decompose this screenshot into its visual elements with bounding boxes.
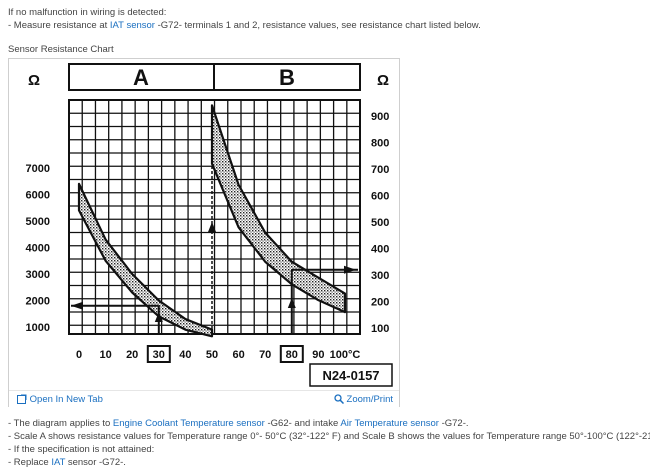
scale-b-y-tick-label: 300 [371,270,389,282]
note-applies: - The diagram applies to Engine Coolant … [8,418,469,429]
iat-link[interactable]: IAT [51,457,66,468]
scale-a-x-tick-label: 10 [99,349,111,361]
resistance-chart: A BΩ Ω700060005000400030002000100090080070… [26,63,393,387]
note-replace-prefix: - Replace [8,457,52,468]
scale-a-x-tick-label: 20 [126,349,138,361]
scale-b-highlight-box [279,345,304,363]
scale-a-y-tick-label: 7000 [26,163,50,175]
scale-b-y-tick-label: 400 [371,244,389,256]
figure-panel: A B Ω Ω 7000 6000 5000 4000 3000 2000 1000 900 800 70… [8,58,400,407]
note-if-not: - If the specification is not attained: [8,444,155,455]
figure-toolbar: Open In New Tab Zoom/Print [9,390,399,407]
scale-b-x-tick-label: 70 [259,349,271,361]
scale-b-x-tick-label: 80 [286,349,298,361]
open-new-tab-icon [17,394,27,405]
intro-step-prefix: - Measure resistance at [8,20,110,31]
zoom-print-button[interactable]: Zoom/Print [334,394,393,405]
transition-arrowhead [208,222,216,232]
scale-a-highlight-box [146,345,171,363]
scale-b-arrowhead-right [344,265,356,274]
scale-a-header-box [68,63,215,91]
note-applies-mid: -G62- and intake [264,418,341,429]
scale-a-x-tick-label: 40 [179,349,191,361]
iat-sensor-link[interactable]: IAT sensor [109,20,155,31]
scale-b-unit-label: Ω [377,72,389,89]
scale-a-x-tick-label: 50 [206,349,218,361]
scale-b-y-tick-label: 800 [371,138,389,150]
scale-b-arrowhead-up [287,298,296,308]
scale-b-y-tick-label: 100 [371,323,389,335]
air-temp-sensor-link[interactable]: Air Temperature sensor [340,418,439,429]
scale-b-x-tick-label: 100°C [330,349,361,361]
zoom-print-label: Zoom/Print [346,394,393,405]
scale-a-y-tick-label: 5000 [26,216,50,228]
intro-step: - Measure resistance at IAT sensor -G72-… [8,20,481,31]
ect-sensor-link[interactable]: Engine Coolant Temperature sensor [112,418,265,429]
scale-a-arrowhead-up [154,312,163,322]
scale-a-label: A [133,65,149,90]
scale-a-y-tick-label: 1000 [26,322,50,334]
scale-b-x-tick-label: 90 [312,349,324,361]
note-replace: - Replace IAT sensor -G72-. [8,457,126,468]
scale-b-y-tick-label: 700 [371,164,389,176]
scale-b-label: B [279,65,295,90]
scale-a-y-tick-label: 3000 [26,269,50,281]
scale-b-y-tick-label: 200 [371,297,389,309]
scale-a-unit-label: Ω [28,72,40,89]
scale-a-y-tick-label: 2000 [26,296,50,308]
scale-a-tolerance-band [77,182,214,338]
scale-a-y-tick-label: 6000 [26,190,50,202]
scale-b-x-tick-label: 60 [232,349,244,361]
intro-step-suffix: -G72- terminals 1 and 2, resistance valu… [154,20,481,31]
scale-a-y-tick-label: 4000 [26,243,50,255]
open-new-tab-button[interactable]: Open In New Tab [17,394,103,405]
scale-a-arrowhead-left [71,301,83,310]
note-applies-suffix: -G72-. [438,418,469,429]
scale-b-y-tick-label: 500 [371,217,389,229]
scale-b-tolerance-band [210,104,347,314]
note-scales: - Scale A shows resistance values for Te… [8,431,650,442]
scale-a-x-tick-label: 0 [76,349,82,361]
figure-id-box [309,363,393,387]
chart-title: Sensor Resistance Chart [8,44,114,55]
scale-a-x-tick-label: 30 [153,349,165,361]
magnifier-icon [334,394,344,405]
scale-b-y-tick-label: 900 [371,111,389,123]
note-replace-suffix: sensor -G72-. [65,457,126,468]
figure-id-label: N24-0157 [322,368,379,383]
scale-b-header-box [213,63,361,91]
open-new-tab-label: Open In New Tab [29,394,103,405]
intro-heading: If no malfunction in wiring is detected: [8,7,167,18]
note-applies-prefix: - The diagram applies to [8,418,113,429]
scale-b-y-tick-label: 600 [371,191,389,203]
